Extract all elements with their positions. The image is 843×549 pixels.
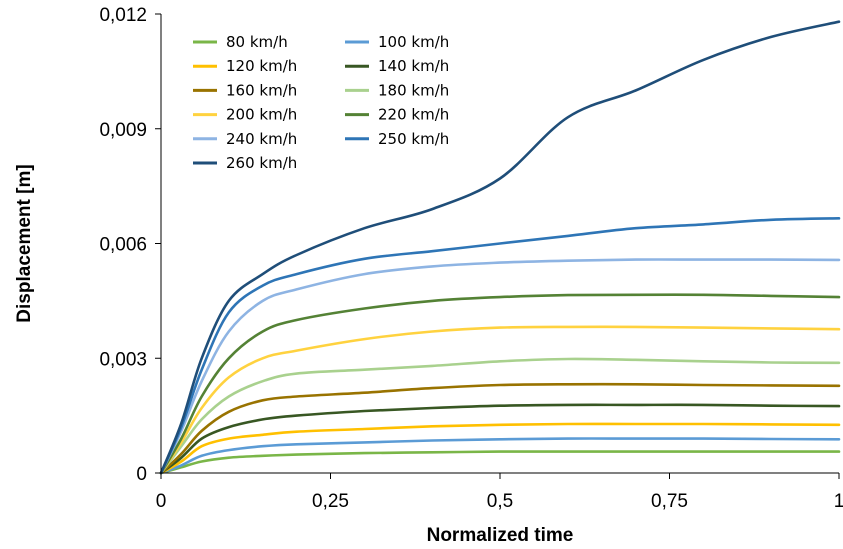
legend-item: 160 km/h (193, 81, 297, 99)
legend-label: 250 km/h (378, 130, 449, 148)
legend-label: 200 km/h (226, 106, 297, 124)
legend-label: 260 km/h (226, 154, 297, 172)
series-line-100-km-h (159, 437, 841, 475)
legend-item: 140 km/h (345, 57, 449, 75)
series-line-180-km-h (159, 357, 841, 475)
y-tick-label: 0,009 (99, 120, 147, 141)
y-axis-title: Displacement [m] (14, 164, 35, 322)
series-line-200-km-h (159, 325, 841, 475)
y-tick-label: 0,003 (99, 349, 147, 370)
legend-label: 80 km/h (226, 33, 288, 51)
legend-item: 80 km/h (193, 33, 288, 51)
legend-label: 240 km/h (226, 130, 297, 148)
series-line-240-km-h (159, 258, 841, 475)
series-line-120-km-h (159, 422, 841, 475)
legend-label: 140 km/h (378, 57, 449, 75)
legend-label: 220 km/h (378, 106, 449, 124)
legend-item: 240 km/h (193, 130, 297, 148)
series-line-250-km-h (159, 217, 841, 475)
legend-item: 120 km/h (193, 57, 297, 75)
legend-item: 180 km/h (345, 81, 449, 99)
x-tick-label: 0 (156, 491, 167, 512)
legend-label: 120 km/h (226, 57, 297, 75)
series-line-140-km-h (159, 403, 841, 475)
x-ticks: 0 0,25 0,5 0,75 1 (156, 473, 843, 512)
plot-area: 0 0,25 0,5 0,75 1 0 0,003 0,006 0,009 0,012 (99, 5, 843, 512)
x-tick-label: 0,25 (312, 491, 349, 512)
legend-item: 220 km/h (345, 106, 449, 124)
series-line-220-km-h (159, 293, 841, 475)
x-axis-title: Normalized time (427, 525, 574, 546)
x-tick-label: 0,5 (487, 491, 513, 512)
legend-item: 100 km/h (345, 33, 449, 51)
series-group (159, 20, 841, 475)
legend: 80 km/h 100 km/h 120 km/h 140 km/h 160 km/h 1… (193, 33, 449, 172)
legend-item: 260 km/h (193, 154, 297, 172)
series-line-80-km-h (159, 450, 841, 475)
x-tick-label: 1 (834, 491, 843, 512)
y-tick-label: 0 (136, 464, 147, 485)
legend-label: 100 km/h (378, 33, 449, 51)
legend-label: 160 km/h (226, 81, 297, 99)
legend-item: 200 km/h (193, 106, 297, 124)
y-ticks: 0 0,003 0,006 0,009 0,012 (99, 5, 161, 485)
x-tick-label: 0,75 (651, 491, 688, 512)
series-line-160-km-h (159, 382, 841, 475)
y-tick-label: 0,006 (99, 235, 147, 256)
legend-item: 250 km/h (345, 130, 449, 148)
series-line-260-km-h (159, 20, 841, 475)
y-tick-label: 0,012 (99, 5, 147, 26)
legend-label: 180 km/h (378, 81, 449, 99)
